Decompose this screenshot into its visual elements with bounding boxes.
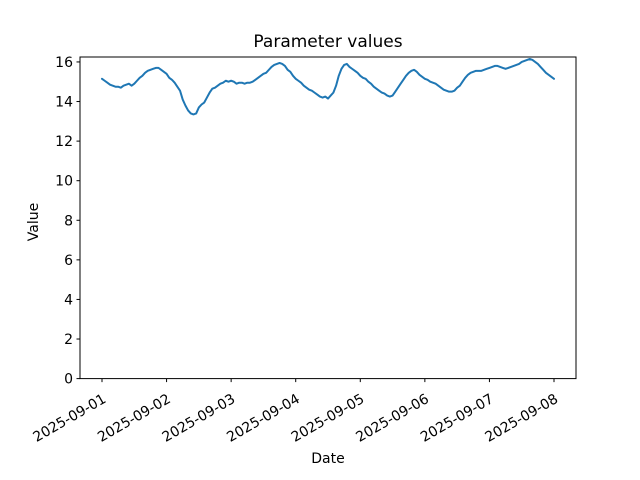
x-tick-label: 2025-09-02 xyxy=(95,391,173,446)
y-tick-label: 14 xyxy=(55,95,73,111)
chart-title: Parameter values xyxy=(253,32,402,52)
x-axis-label: Date xyxy=(311,451,344,467)
axes-spines xyxy=(79,56,577,380)
y-tick-label: 10 xyxy=(55,174,73,190)
x-tick-label: 2025-09-07 xyxy=(418,391,496,446)
y-axis-label: Value xyxy=(26,203,42,241)
y-tick-label: 16 xyxy=(55,55,73,71)
data-series-line xyxy=(101,57,555,116)
plot-area xyxy=(80,57,576,379)
y-tick-label: 2 xyxy=(64,332,73,348)
y-tick-label: 4 xyxy=(64,292,73,308)
y-tick-label: 0 xyxy=(64,372,73,388)
x-tick-label: 2025-09-08 xyxy=(483,391,561,446)
y-axis-ticks: 0 2 4 6 8 10 12 14 16 xyxy=(55,55,80,388)
x-axis-ticks: 2025-09-012025-09-022025-09-032025-09-04… xyxy=(31,378,561,446)
y-tick-label: 6 xyxy=(64,253,73,269)
y-tick-label: 8 xyxy=(64,213,73,229)
y-tick-label: 12 xyxy=(55,134,73,150)
